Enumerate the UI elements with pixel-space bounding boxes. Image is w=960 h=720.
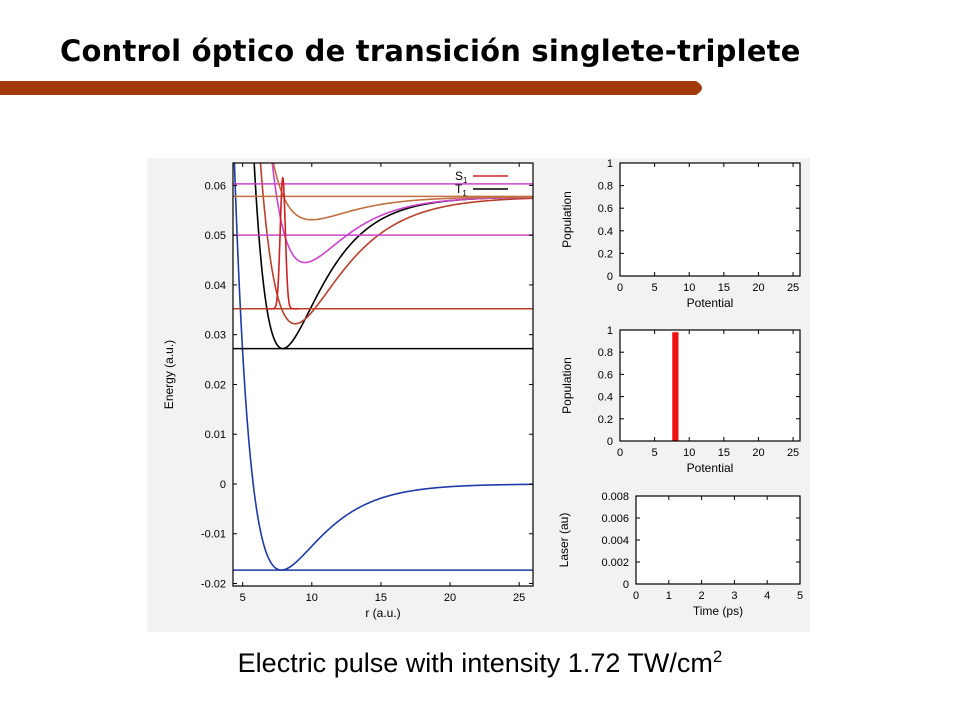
y-tick-label: 0.002 <box>601 557 629 569</box>
slide-title: Control óptico de transición singlete-tr… <box>60 34 801 68</box>
y-tick-label: 1 <box>607 325 613 337</box>
y-tick-label: 1 <box>607 158 613 170</box>
x-axis-label: Potential <box>687 461 734 475</box>
caption-text: Electric pulse with intensity 1.72 TW/cm <box>237 648 713 678</box>
x-tick-label: 4 <box>764 590 770 602</box>
y-axis-label: Energy (a.u.) <box>162 340 176 409</box>
y-tick-label: 0.004 <box>601 535 629 547</box>
y-tick-label: 0 <box>607 436 613 448</box>
wavepacket-11 <box>266 176 300 310</box>
y-tick-label: 0.03 <box>205 330 226 342</box>
x-tick-label: 5 <box>797 590 803 602</box>
y-tick-label: -0.01 <box>201 529 226 541</box>
figure-panel: 5 10 15 20 25 -0.02 -0.01 0 0.01 0.02 0.03 0.04 0.05… <box>147 158 810 632</box>
y-tick-label: 0 <box>220 479 226 491</box>
legend-label-0: S1 <box>455 169 468 185</box>
plot-area-energy <box>233 163 533 586</box>
y-tick-label: 0.04 <box>205 280 226 292</box>
y-tick-label: 0.8 <box>598 347 613 359</box>
x-tick-label: 25 <box>787 282 799 294</box>
y-tick-label: 0.2 <box>598 414 613 426</box>
y-tick-label: -0.02 <box>201 579 226 591</box>
y-tick-label: 0.4 <box>598 392 613 404</box>
x-axis-label: Potential <box>687 296 734 310</box>
x-tick-label: 10 <box>683 282 695 294</box>
y-axis-label: Population <box>560 357 574 414</box>
y-tick-label: 0.6 <box>598 203 613 215</box>
x-tick-label: 1 <box>666 590 672 602</box>
x-tick-label: 0 <box>633 590 639 602</box>
y-tick-label: 0.05 <box>205 230 226 242</box>
x-tick-label: 15 <box>718 282 730 294</box>
panel-laser: 0 1 2 3 4 5 0 0.002 0.004 0.006 0.008 Time (ps) Lase… <box>557 491 803 618</box>
plot-area-laser <box>636 496 800 584</box>
x-tick-label: 0 <box>617 282 623 294</box>
plot-frame-population-bottom <box>619 329 801 442</box>
potential-curve-6 <box>271 163 533 264</box>
y-tick-label: 0.02 <box>205 379 226 391</box>
x-tick-label: 10 <box>306 592 318 604</box>
x-tick-label: 20 <box>752 282 764 294</box>
panel-energy: 5 10 15 20 25 -0.02 -0.01 0 0.01 0.02 0.03 0.04 0.05… <box>162 162 534 620</box>
plot-frame-population-top <box>619 162 801 277</box>
x-tick-label: 5 <box>652 447 658 459</box>
x-tick-label: 20 <box>752 447 764 459</box>
plot-area-population-bottom <box>620 330 800 441</box>
x-tick-label: 2 <box>699 590 705 602</box>
population-bar-0 <box>672 332 679 441</box>
x-tick-label: 0 <box>617 447 623 459</box>
panel-population-bottom: 0 5 10 15 20 25 0 0.2 0.4 0.6 0.8 1 Potential Populat… <box>560 325 801 475</box>
y-tick-label: 0.008 <box>601 491 629 503</box>
y-axis-label: Population <box>560 191 574 248</box>
y-tick-label: 0.8 <box>598 181 613 193</box>
y-tick-label: 0.06 <box>205 180 226 192</box>
x-axis-label: Time (ps) <box>693 604 743 618</box>
y-tick-label: 0 <box>623 579 629 591</box>
title-underline-bar <box>0 81 702 95</box>
y-tick-label: 0 <box>607 271 613 283</box>
y-tick-label: 0.6 <box>598 369 613 381</box>
y-axis-label: Laser (au) <box>557 513 571 568</box>
caption-superscript: 2 <box>712 647 723 666</box>
x-tick-label: 25 <box>513 592 525 604</box>
figure-caption: Electric pulse with intensity 1.72 TW/cm… <box>0 648 960 679</box>
x-tick-label: 15 <box>375 592 387 604</box>
plot-frame-energy <box>232 162 534 587</box>
plot-layer-population-bottom <box>672 332 679 441</box>
legend-label-1: T1 <box>455 182 467 198</box>
potential-curve-9 <box>272 163 533 221</box>
x-tick-label: 3 <box>731 590 737 602</box>
x-tick-label: 20 <box>444 592 456 604</box>
plot-layer-energy <box>233 163 533 571</box>
y-tick-label: 0.01 <box>205 429 226 441</box>
plot-area-population-top <box>620 163 800 276</box>
x-tick-label: 5 <box>652 282 658 294</box>
y-tick-label: 0.2 <box>598 248 613 260</box>
panel-population-top: 0 5 10 15 20 25 0 0.2 0.4 0.6 0.8 1 Potential Populat… <box>560 158 801 310</box>
x-tick-label: 25 <box>787 447 799 459</box>
x-axis-label: r (a.u.) <box>365 606 400 620</box>
x-tick-label: 5 <box>240 592 246 604</box>
potential-curve-4 <box>259 163 533 325</box>
chart-figure: 5 10 15 20 25-0.02-0.0100.010.020.030.040.05… <box>162 158 803 620</box>
x-tick-label: 10 <box>683 447 695 459</box>
y-tick-label: 0.006 <box>601 513 629 525</box>
x-tick-label: 15 <box>718 447 730 459</box>
y-tick-label: 0.4 <box>598 226 613 238</box>
